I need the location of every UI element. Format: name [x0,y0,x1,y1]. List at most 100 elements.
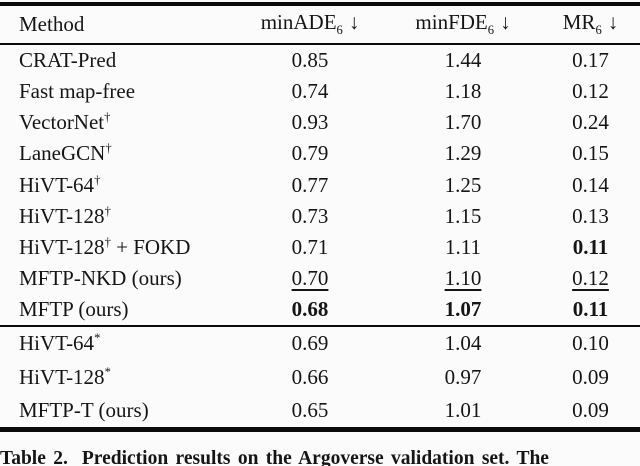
method-cell: MFTP-T (ours) [0,398,235,423]
method-cell: CRAT-Pred [0,48,235,73]
minade-value: 0.65 [291,398,329,422]
table-section-comparison: CRAT-Pred 0.85 1.44 0.17 Fast map-free 0… [0,45,640,325]
mr-value: 0.12 [572,266,609,291]
method-name: HiVT-64 [19,172,95,197]
minfde-value: 1.15 [444,203,482,228]
method-superscript: † [94,172,101,187]
down-arrow-icon: ↓ [500,10,511,35]
minfde-value: 1.18 [444,79,482,104]
table-row: LaneGCN† 0.79 1.29 0.15 [0,138,640,169]
method-superscript: * [94,331,101,346]
method-cell: MFTP-NKD (ours) [0,266,235,291]
method-superscript: † [104,110,111,125]
table-row: HiVT-128† 0.73 1.15 0.13 [0,201,640,232]
caption-text: Prediction results on the Argoverse vali… [81,447,549,466]
minfde-value: 1.10 [444,266,482,291]
down-arrow-icon: ↓ [348,10,360,35]
mr-value: 0.11 [572,234,609,259]
method-name: VectorNet [19,110,105,135]
table-row: MFTP-NKD (ours) 0.70 1.10 0.12 [0,263,640,294]
method-cell: HiVT-64* [0,331,235,356]
metric-name: minADE [260,10,337,35]
minfde-value: 1.11 [445,234,481,259]
method-cell: HiVT-128† + FOKD [0,235,235,260]
table-section-rule [0,325,640,328]
minfde-value: 1.70 [444,110,482,135]
column-header-method: Method [19,12,85,36]
method-superscript: † [104,203,111,218]
method-name: HiVT-64 [19,331,95,356]
caption-label: Table 2. [0,447,68,466]
mr-value: 0.09 [572,398,609,422]
method-cell: HiVT-64† [0,173,235,198]
mr-value: 0.14 [572,172,609,197]
mr-value: 0.17 [572,48,609,73]
minfde-value: 1.07 [444,297,482,322]
method-name: HiVT-128 [19,203,105,228]
table-caption: Table 2. Prediction results on the Argove… [0,448,640,466]
method-name: MFTP-NKD (ours) [19,266,182,291]
minade-value: 0.93 [291,110,329,135]
mr-value: 0.24 [572,110,609,135]
method-cell: MFTP (ours) [0,297,235,322]
minfde-value: 1.01 [444,398,482,422]
minade-value: 0.74 [291,79,329,104]
method-superscript: † [105,141,112,156]
method-suffix: + FOKD [110,234,191,259]
method-name: LaneGCN [19,141,106,166]
table-row: VectorNet† 0.93 1.70 0.24 [0,107,640,138]
metric-subscript: 6 [336,23,343,38]
minfde-value: 1.25 [444,172,482,197]
table-top-rule [0,2,640,6]
mr-value: 0.13 [572,203,609,228]
method-name: MFTP-T (ours) [19,398,149,422]
table-row: MFTP-T (ours) 0.65 1.01 0.09 [0,394,640,427]
mr-value: 0.11 [572,297,609,322]
mr-value: 0.12 [572,79,609,104]
metric-subscript: 6 [595,23,602,38]
method-cell: HiVT-128* [0,365,235,390]
minfde-value: 1.44 [444,48,482,73]
table-bottom-rule [0,427,640,432]
method-superscript: † [104,234,111,249]
minade-value: 0.70 [291,266,329,291]
minade-value: 0.85 [291,48,329,73]
minade-value: 0.69 [291,331,329,356]
table-row: HiVT-128* 0.66 0.97 0.09 [0,361,640,394]
mr-value: 0.09 [572,364,609,389]
minade-value: 0.66 [291,364,329,389]
method-name: HiVT-128 [19,364,105,389]
column-header-minfde: minFDE6 ↓ [385,10,541,38]
metric-name: MR [562,10,596,35]
metric-name: minFDE [415,10,488,35]
mr-value: 0.10 [572,331,609,356]
minade-value: 0.68 [291,297,329,322]
method-name: Fast map-free [19,79,136,104]
minfde-value: 1.04 [444,331,482,356]
down-arrow-icon: ↓ [607,10,619,35]
minade-value: 0.77 [291,172,329,197]
method-name: CRAT-Pred [19,48,117,73]
table-section-teachers: HiVT-64* 0.69 1.04 0.10 HiVT-128* 0.66 0… [0,327,640,427]
minade-value: 0.71 [291,234,329,259]
method-name: HiVT-128 [19,234,105,259]
table-row: HiVT-64* 0.69 1.04 0.10 [0,327,640,360]
method-cell: HiVT-128† [0,204,235,229]
method-superscript: * [104,364,111,379]
table-row: CRAT-Pred 0.85 1.44 0.17 [0,45,640,76]
column-header-mr: MR6 ↓ [541,10,640,38]
table-row: MFTP (ours) 0.68 1.07 0.11 [0,294,640,325]
mr-value: 0.15 [572,141,609,166]
table-header-rule [0,43,640,45]
metric-subscript: 6 [487,23,495,38]
method-cell: VectorNet† [0,110,235,135]
minade-value: 0.79 [291,141,329,166]
table-row: HiVT-128† + FOKD 0.71 1.11 0.11 [0,232,640,263]
method-name: MFTP (ours) [19,297,129,322]
method-cell: Fast map-free [0,79,235,104]
minfde-value: 1.29 [444,141,482,166]
minade-value: 0.73 [291,203,329,228]
minfde-value: 0.97 [444,364,482,389]
table-row: HiVT-64† 0.77 1.25 0.14 [0,170,640,201]
